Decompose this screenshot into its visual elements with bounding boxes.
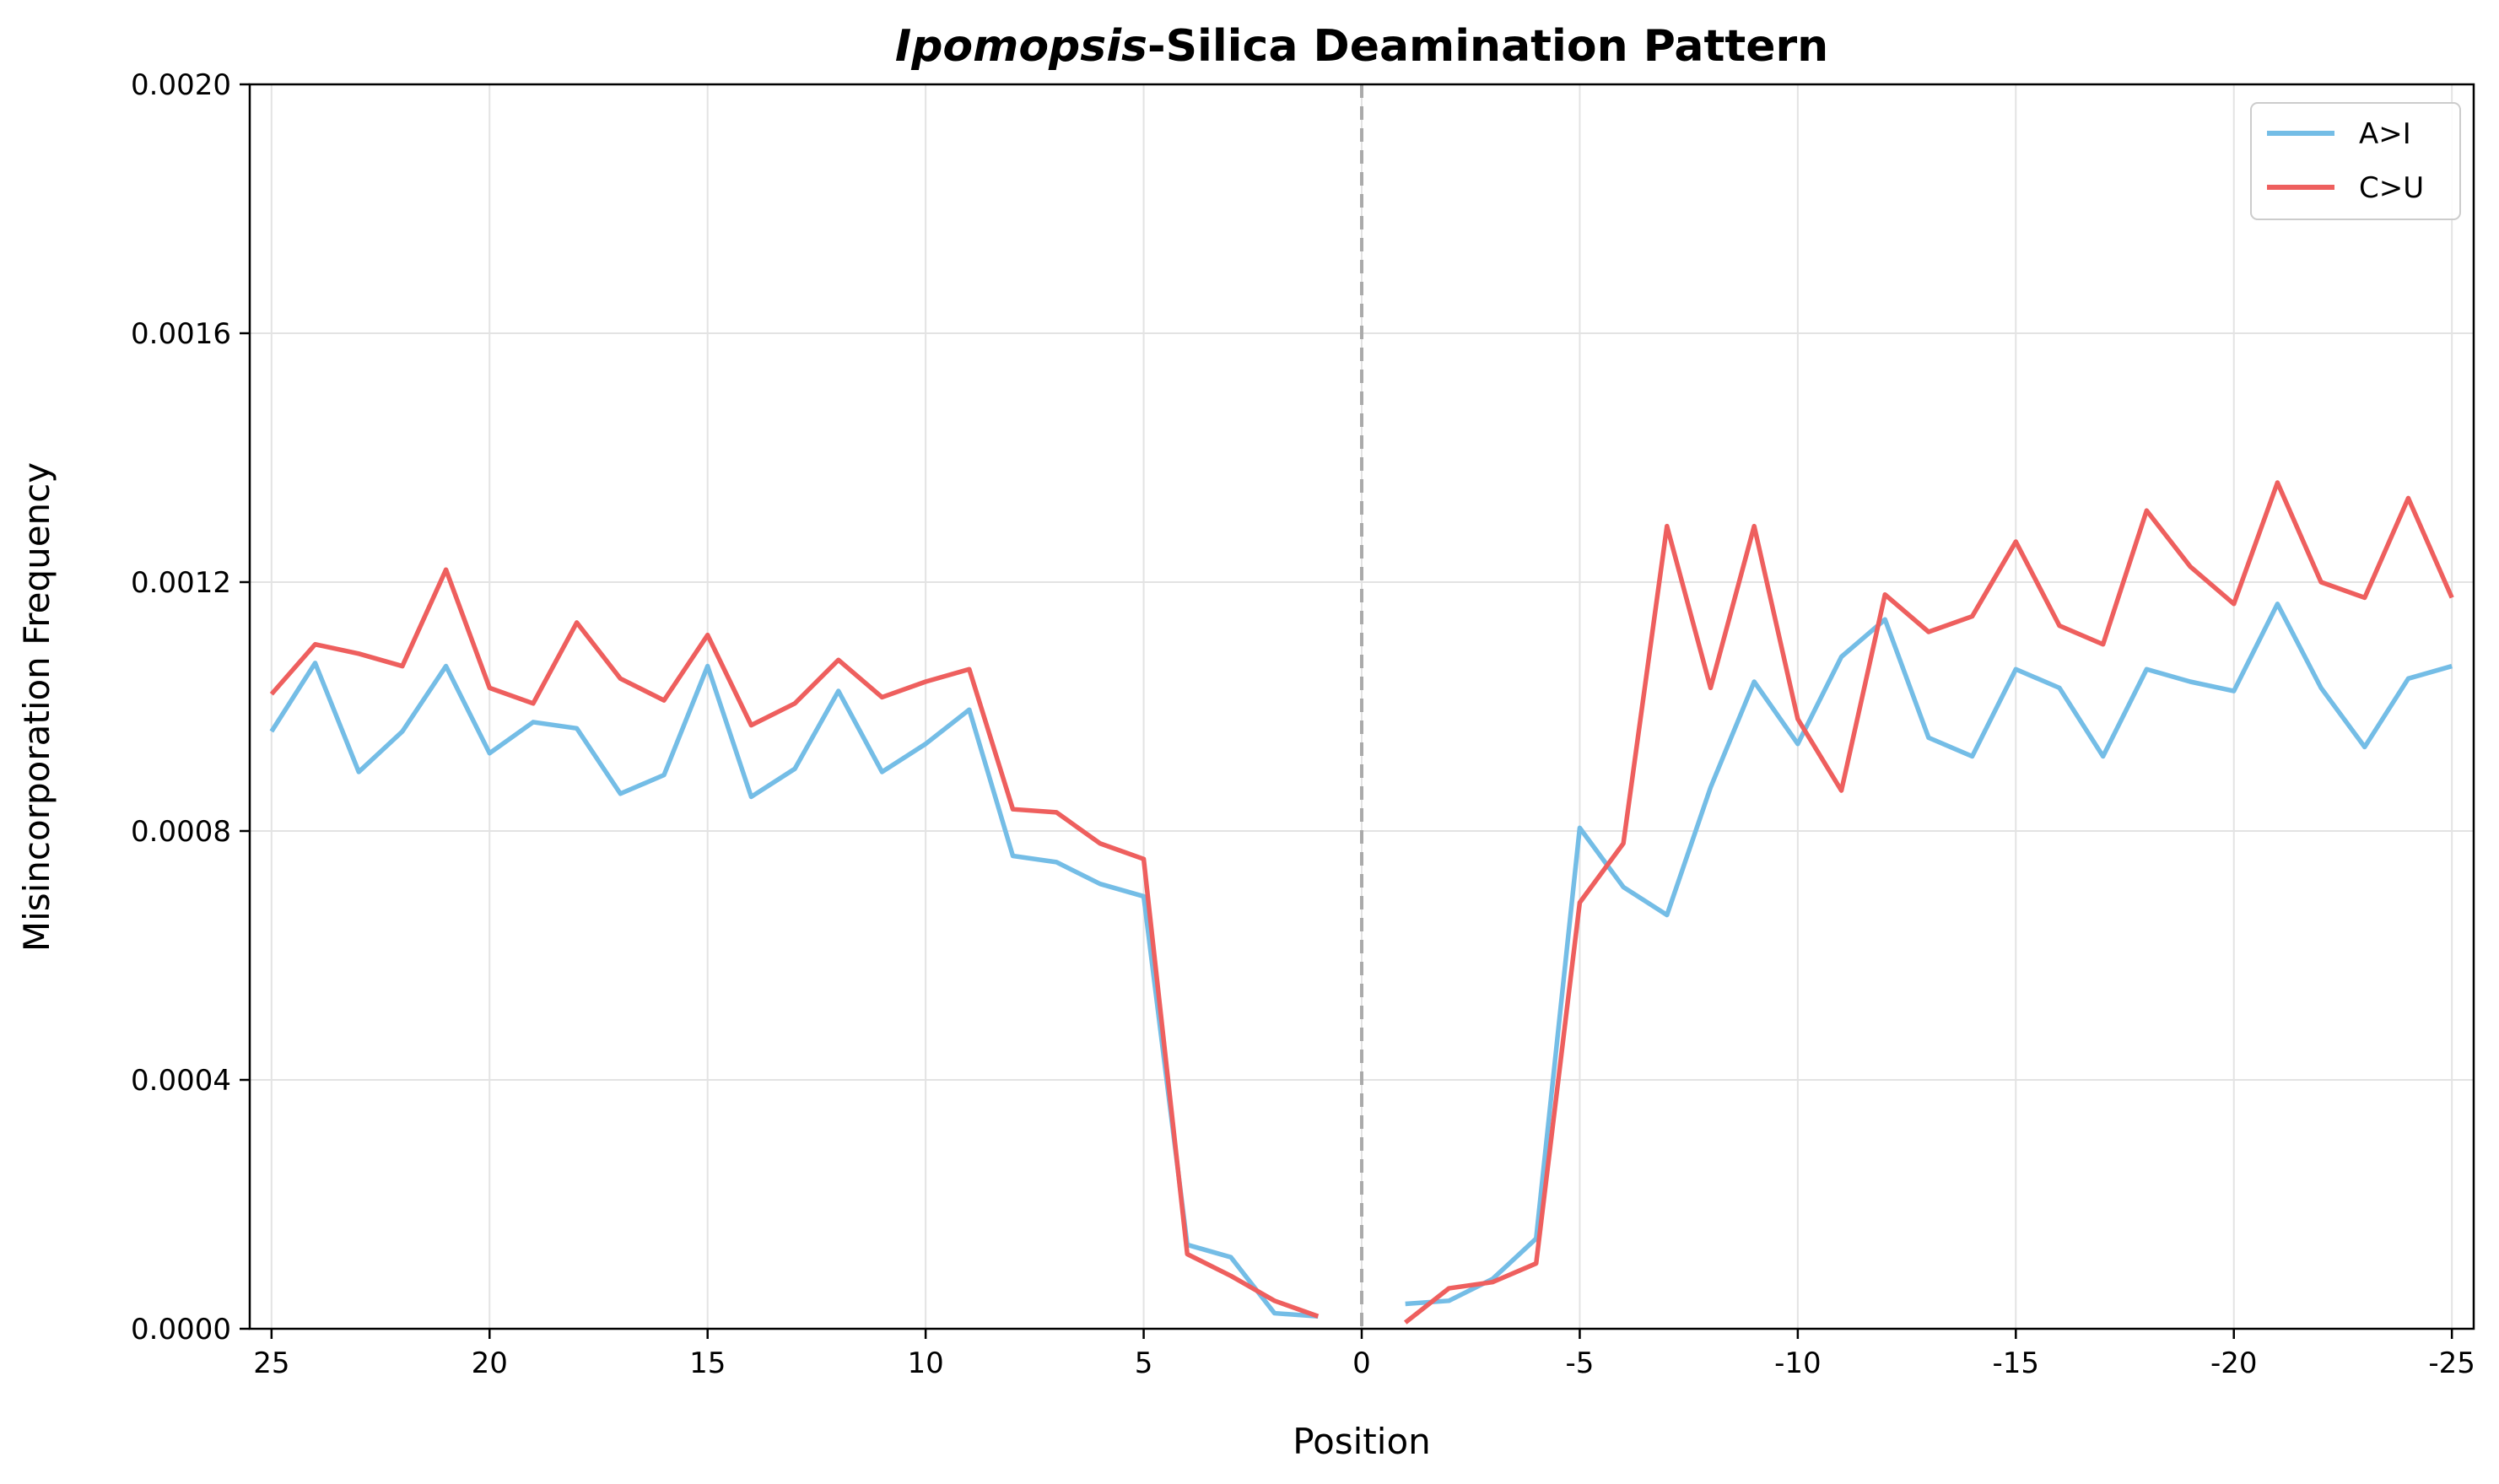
chart-title: Ipomopsis-Silica Deamination Pattern	[895, 21, 1828, 72]
y-tick-label-1: 0.0004	[131, 1064, 231, 1098]
series-line-1-segment-0	[269, 567, 1320, 1319]
legend-label-c-u: C>U	[2359, 171, 2424, 205]
y-tick-label-2: 0.0008	[131, 815, 231, 849]
x-tick-label-6: -5	[1565, 1346, 1594, 1380]
x-tick-label-8: -15	[1993, 1346, 2040, 1380]
x-tick-label-1: 20	[472, 1346, 508, 1380]
chart-title-rest: -Silica Deamination Pattern	[1147, 21, 1828, 72]
series-0	[269, 602, 2453, 1319]
x-ticks: 25 20 15 10 5 0 -5 -10 -15 -20 -25	[253, 1329, 2475, 1380]
x-axis-title: Position	[1293, 1421, 1431, 1462]
series-line-0-segment-1	[1405, 602, 2453, 1307]
x-tick-label-9: -20	[2210, 1346, 2258, 1380]
y-ticks: 0.0000 0.0004 0.0008 0.0012 0.0016 0.0020	[131, 68, 250, 1346]
x-tick-label-4: 5	[1135, 1346, 1153, 1380]
y-tick-label-0: 0.0000	[131, 1313, 231, 1346]
x-tick-label-0: 25	[253, 1346, 289, 1380]
y-tick-label-3: 0.0012	[131, 566, 231, 600]
y-tick-label-4: 0.0016	[131, 317, 231, 351]
x-tick-label-10: -25	[2428, 1346, 2475, 1380]
series-1	[269, 480, 2454, 1325]
y-tick-label-5: 0.0020	[131, 68, 231, 102]
legend-box	[2250, 102, 2461, 220]
series-group	[269, 480, 2454, 1325]
legend-label-a-i: A>I	[2359, 117, 2411, 151]
x-tick-label-2: 15	[689, 1346, 726, 1380]
y-axis-title: Misincorporation Frequency	[16, 462, 57, 952]
legend: A>I C>U	[2250, 102, 2461, 220]
x-tick-label-3: 10	[908, 1346, 944, 1380]
chart-title-italic: Ipomopsis	[895, 21, 1147, 72]
series-line-1-segment-1	[1403, 480, 2454, 1325]
x-tick-label-7: -10	[1774, 1346, 1822, 1380]
series-line-0-segment-0	[269, 661, 1319, 1319]
x-tick-label-5: 0	[1352, 1346, 1371, 1380]
